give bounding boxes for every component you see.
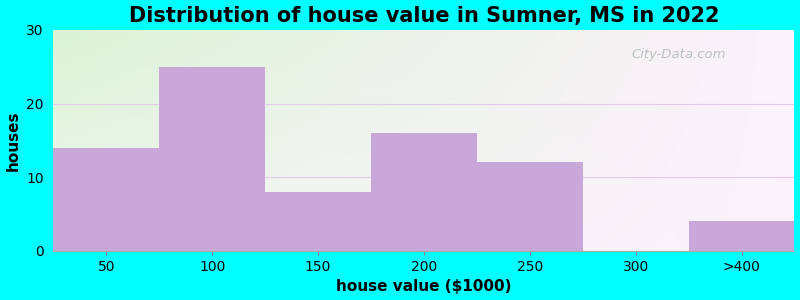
Bar: [477, 163, 582, 251]
Bar: [54, 148, 159, 251]
Text: City-Data.com: City-Data.com: [631, 48, 726, 61]
Bar: [159, 67, 265, 251]
Bar: [371, 133, 477, 251]
Bar: [689, 221, 794, 251]
Title: Distribution of house value in Sumner, MS in 2022: Distribution of house value in Sumner, M…: [129, 6, 719, 26]
Y-axis label: houses: houses: [6, 110, 21, 171]
Bar: [265, 192, 371, 251]
X-axis label: house value ($1000): house value ($1000): [336, 279, 512, 294]
